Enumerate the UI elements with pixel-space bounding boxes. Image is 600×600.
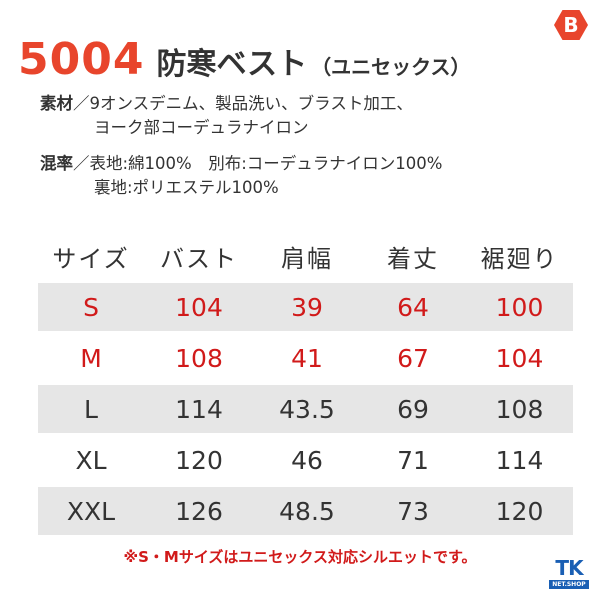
brand-logo-glyph: B <box>563 13 579 37</box>
cell-bust: 104 <box>175 292 223 322</box>
table-row: XXL 126 48.5 73 120 <box>38 487 573 535</box>
cell-length: 64 <box>397 292 429 322</box>
header-size: サイズ <box>52 244 130 273</box>
table-row: M 108 41 67 104 <box>38 334 573 382</box>
header-shoulder: 肩幅 <box>281 244 333 273</box>
size-table: サイズ バスト 肩幅 着丈 裾廻り S 104 39 64 100 M 108 … <box>38 232 573 538</box>
product-subtitle: （ユニセックス） <box>311 55 471 79</box>
brand-logo-icon: B <box>554 10 588 40</box>
cell-bust: 108 <box>175 343 223 373</box>
product-header: 5004 防寒ベスト （ユニセックス） <box>18 34 470 85</box>
cell-length: 73 <box>397 496 429 526</box>
cell-size: S <box>83 292 99 322</box>
model-number: 5004 <box>18 34 145 85</box>
header-hem: 裾廻り <box>480 244 559 273</box>
spec-material-line-1: 9オンスデニム、製品洗い、ブラスト加工、 <box>89 94 413 113</box>
spec-blend-line-1: 表地:綿100% 別布:コーデュラナイロン100% <box>89 154 443 173</box>
cell-size: M <box>80 343 102 373</box>
footnote: ※S・Mサイズはユニセックス対応シルエットです。 <box>123 548 477 566</box>
spec-material: 素材／9オンスデニム、製品洗い、ブラスト加工、 ヨーク部コーデュラナイロン <box>40 92 413 140</box>
cell-shoulder: 39 <box>291 292 323 322</box>
shop-logo-sub: NET.SHOP <box>549 580 589 589</box>
table-header-row: サイズ バスト 肩幅 着丈 裾廻り <box>38 232 573 280</box>
cell-hem: 100 <box>495 292 544 322</box>
cell-hem: 104 <box>495 343 544 373</box>
cell-hem: 120 <box>495 496 544 526</box>
cell-size: XL <box>75 445 107 475</box>
cell-size: L <box>84 394 98 424</box>
cell-shoulder: 43.5 <box>279 394 335 424</box>
cell-shoulder: 48.5 <box>279 496 335 526</box>
spec-blend: 混率／表地:綿100% 別布:コーデュラナイロン100% 裏地:ポリエステル10… <box>40 152 442 200</box>
spec-material-line-2: ヨーク部コーデュラナイロン <box>94 118 309 137</box>
header-bust: バスト <box>160 244 238 273</box>
cell-length: 67 <box>397 343 429 373</box>
cell-length: 71 <box>397 445 429 475</box>
cell-bust: 120 <box>175 445 223 475</box>
cell-bust: 126 <box>175 496 223 526</box>
cell-bust: 114 <box>175 394 223 424</box>
spec-material-separator: ／ <box>73 94 90 113</box>
tk-shop-logo-icon: TK NET.SHOP <box>548 558 590 592</box>
spec-blend-label: 混率 <box>40 154 73 173</box>
spec-blend-separator: ／ <box>73 154 90 173</box>
cell-shoulder: 46 <box>291 445 323 475</box>
table-row: XL 120 46 71 114 <box>38 436 573 484</box>
shop-logo-main: TK <box>555 556 583 580</box>
table-row: L 114 43.5 69 108 <box>38 385 573 433</box>
spec-blend-line-2: 裏地:ポリエステル100% <box>94 178 279 197</box>
table-row: S 104 39 64 100 <box>38 283 573 331</box>
cell-length: 69 <box>397 394 429 424</box>
header-length: 着丈 <box>387 244 439 273</box>
cell-hem: 108 <box>495 394 544 424</box>
spec-material-label: 素材 <box>40 94 73 113</box>
cell-shoulder: 41 <box>291 343 323 373</box>
product-name: 防寒ベスト <box>156 47 308 82</box>
cell-hem: 114 <box>495 445 544 475</box>
cell-size: XXL <box>66 496 116 526</box>
